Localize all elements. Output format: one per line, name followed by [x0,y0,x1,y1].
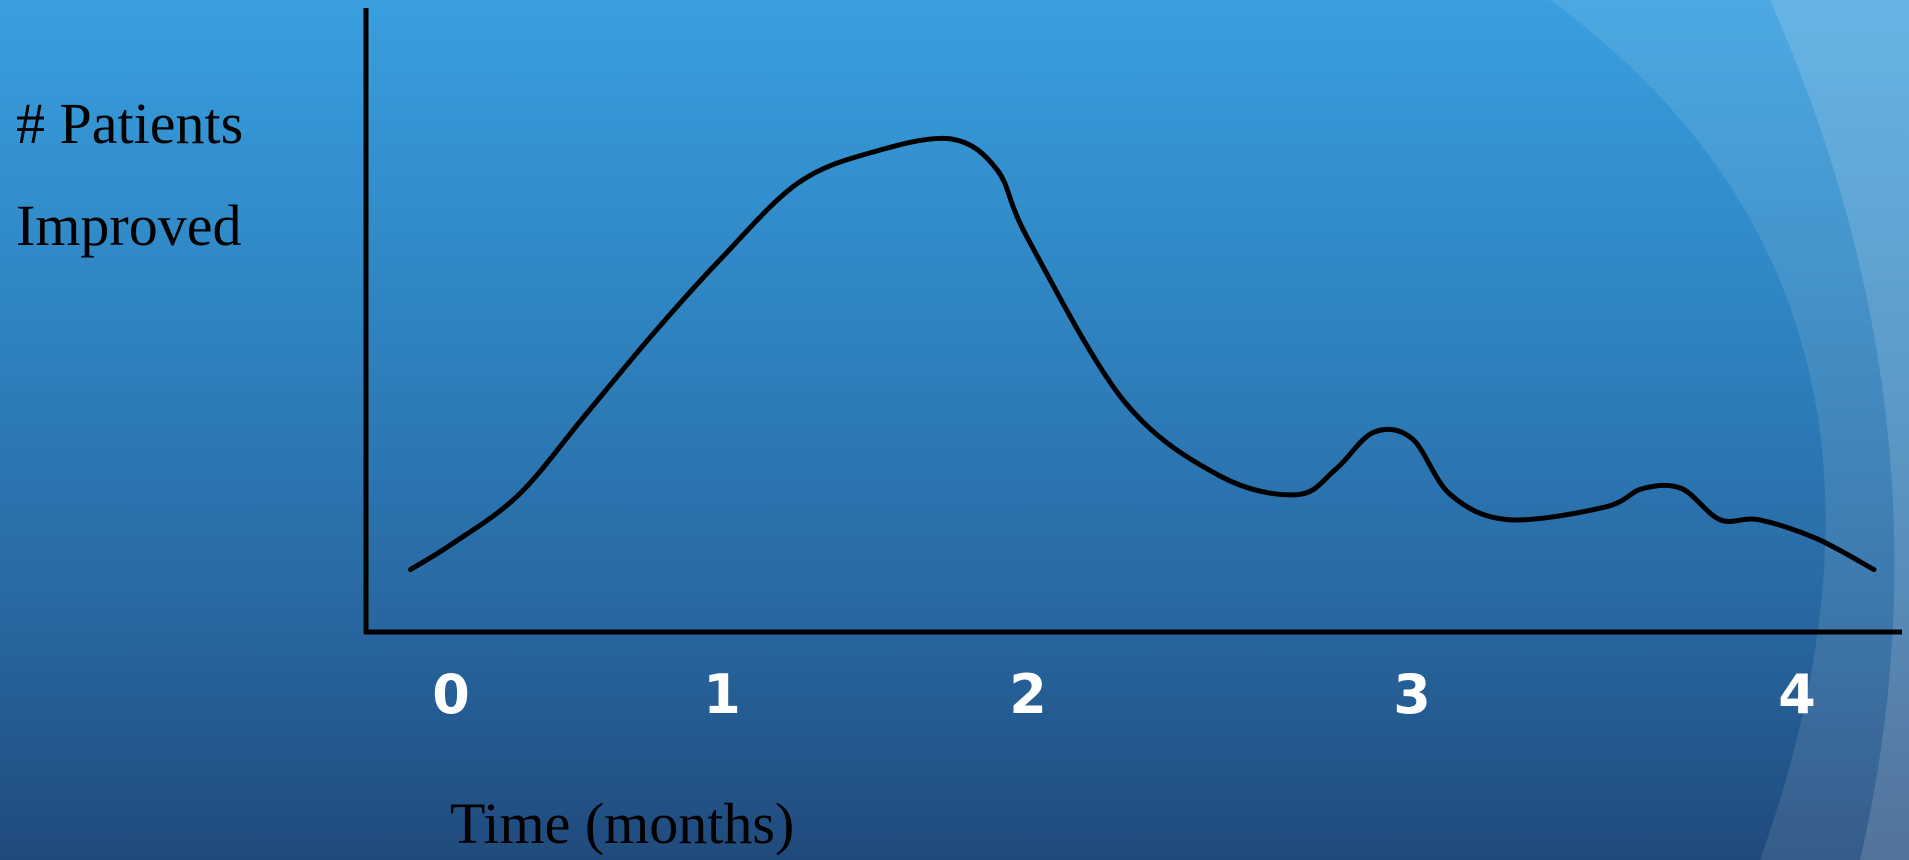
x-axis-label: Time (months) [450,791,795,856]
x-tick-label-2: 2 [1009,663,1047,726]
background-swoosh-inner [1770,0,1909,860]
x-tick-label-4: 4 [1778,663,1816,726]
x-tick-label-3: 3 [1393,663,1431,726]
x-tick-label-1: 1 [703,663,741,726]
y-axis-label-line-1: # Patients [16,91,244,156]
background-swoosh-outer [1550,0,1909,860]
x-tick-label-0: 0 [432,663,470,726]
series-line [407,135,1877,573]
y-axis-label-line-2: Improved [16,193,242,258]
